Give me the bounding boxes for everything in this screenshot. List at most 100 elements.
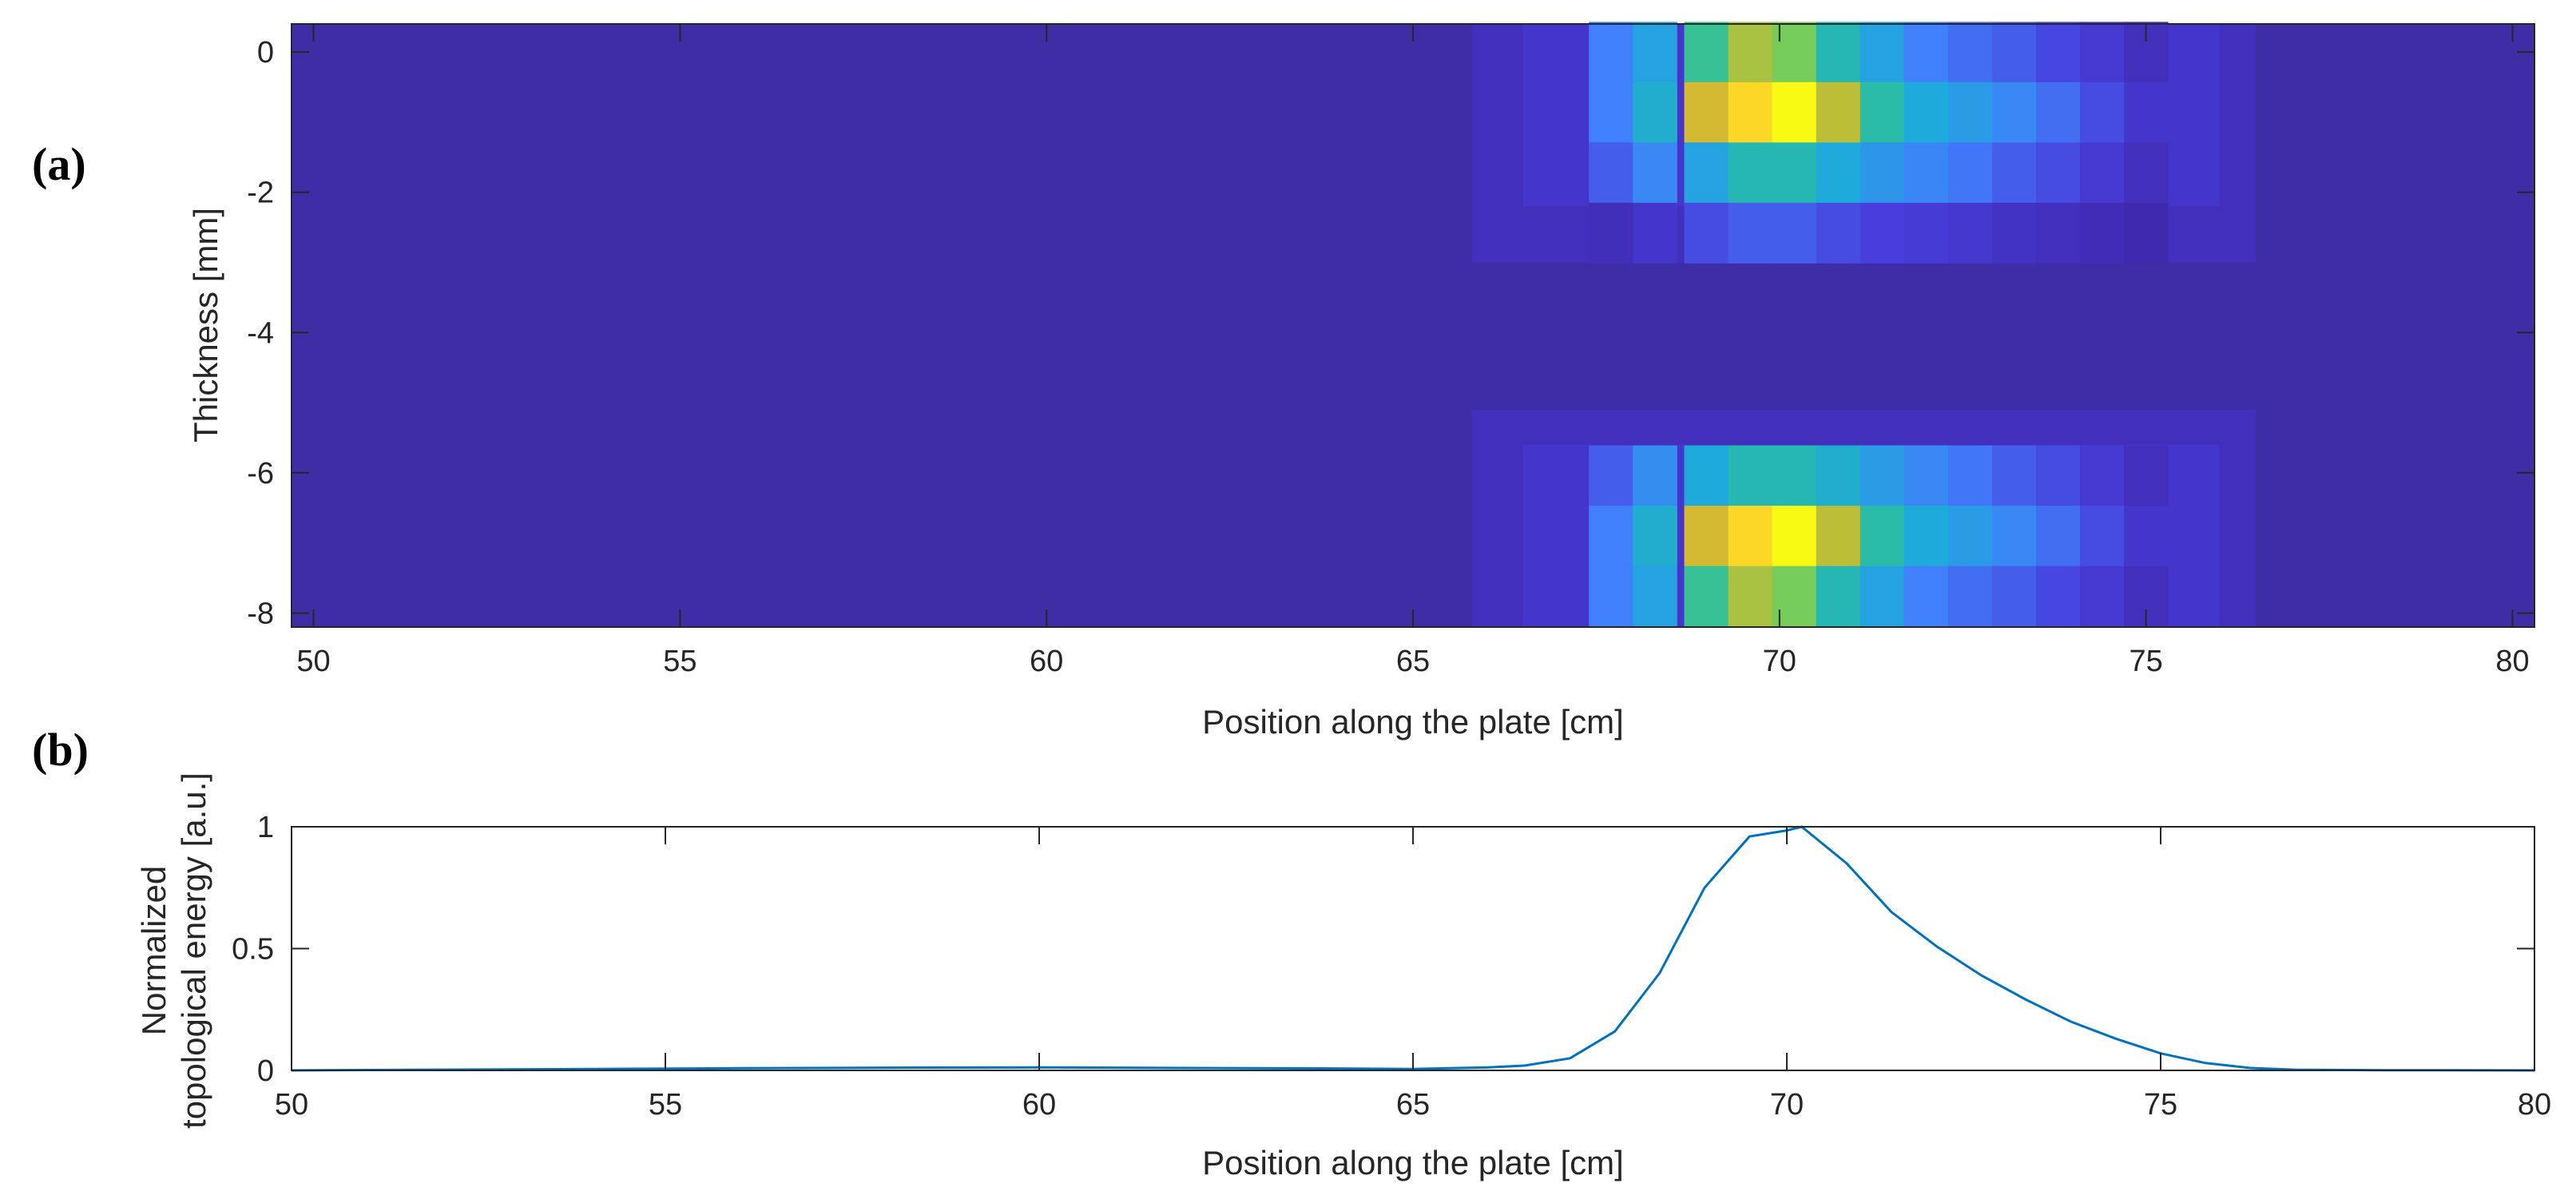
heatmap-cell <box>1772 142 1817 204</box>
heatmap-cell <box>1991 202 2037 264</box>
heatmap-cell <box>2080 142 2125 204</box>
heatmap-x-tick-label: 70 <box>1763 645 1796 678</box>
line-y-tick-label: 0.5 <box>232 933 274 967</box>
heatmap-cell <box>2124 142 2169 204</box>
heatmap-y-tick-label: -6 <box>247 457 274 490</box>
heatmap-cell <box>2124 202 2169 264</box>
line-y-axis-label-line1: Normalized <box>135 866 173 1035</box>
heatmap-cell <box>1947 22 1993 83</box>
heatmap-cell <box>1860 22 1905 83</box>
heatmap-cell <box>1684 81 1729 143</box>
heatmap-x-tick-label: 65 <box>1396 645 1430 678</box>
heatmap-cell <box>1589 142 1633 204</box>
heatmap-cell <box>1589 506 1633 567</box>
heatmap-ticks: 50 55 60 65 70 75 80 0 -2 -4 -6 -8 <box>247 24 2534 678</box>
heatmap-cell <box>1947 506 1993 567</box>
heatmap-cell <box>1633 142 1677 204</box>
heatmap-cell <box>1860 81 1905 143</box>
heatmap-cell <box>1816 81 1861 143</box>
heatmap-cell <box>1633 445 1677 506</box>
heatmap-cell <box>1728 202 1773 264</box>
heatmap-cell <box>1903 142 1949 204</box>
line-y-axis-label-line2: topological energy [a.u.] <box>175 772 212 1129</box>
heatmap-cell <box>1991 22 2037 83</box>
heatmap-cell <box>2036 445 2081 506</box>
heatmap-cell <box>1947 142 1993 204</box>
heatmap-cell <box>1728 566 1773 627</box>
heatmap-cell <box>1991 506 2037 567</box>
line-x-tick-label: 55 <box>649 1088 682 1122</box>
heatmap-x-tick-label: 80 <box>2495 645 2529 678</box>
heatmap-cell <box>1589 566 1633 627</box>
heatmap-cell <box>1816 506 1861 567</box>
heatmap-cell <box>1589 81 1633 143</box>
heatmap-cell <box>1991 445 2037 506</box>
heatmap-cell <box>1903 22 1949 83</box>
heatmap-cell <box>1947 566 1993 627</box>
heatmap-cell <box>2036 22 2081 83</box>
heatmap-cell <box>1728 142 1773 204</box>
heatmap-cell <box>1728 506 1773 567</box>
heatmap-cell <box>1684 202 1729 264</box>
line-x-tick-label: 50 <box>275 1088 308 1122</box>
heatmap-cell <box>1772 445 1817 506</box>
heatmap-cell <box>2080 81 2125 143</box>
heatmap-cell <box>1684 142 1729 204</box>
heatmap-cell <box>1772 202 1817 264</box>
heatmap-x-tick-label: 60 <box>1030 645 1063 678</box>
heatmap-cell <box>1816 22 1861 83</box>
heatmap-y-tick-label: -8 <box>247 597 274 630</box>
heatmap-cell <box>1633 22 1677 83</box>
heatmap-cell <box>1589 202 1633 264</box>
heatmap-cell <box>1633 506 1677 567</box>
heatmap-cell <box>1903 445 1949 506</box>
line-x-axis-label: Position along the plate [cm] <box>1202 1144 1624 1181</box>
heatmap-cell <box>1991 81 2037 143</box>
heatmap-cell <box>1903 566 1949 627</box>
line-x-tick-label: 80 <box>2518 1088 2551 1122</box>
heatmap-cell <box>1589 22 1633 83</box>
heatmap-cell <box>2124 445 2169 506</box>
heatmap-cell <box>2124 506 2169 567</box>
heatmap-cell <box>1947 202 1993 264</box>
heatmap-cell <box>1684 22 1729 83</box>
heatmap-y-axis-label: Thickness [mm] <box>187 208 224 443</box>
panel-label-b: (b) <box>32 724 89 776</box>
heatmap-cell <box>2124 81 2169 143</box>
heatmap-cell <box>1728 81 1773 143</box>
heatmap-cell <box>1816 202 1861 264</box>
heatmap-cell <box>2036 81 2081 143</box>
heatmap-cell <box>1860 506 1905 567</box>
heatmap-cell <box>1860 202 1905 264</box>
heatmap-cell <box>1816 566 1861 627</box>
heatmap-cell <box>2080 22 2125 83</box>
heatmap-y-tick-label: -2 <box>247 177 274 210</box>
heatmap-x-axis-label: Position along the plate [cm] <box>1202 703 1624 740</box>
heatmap-cell <box>1947 445 1993 506</box>
heatmap-cell <box>1860 142 1905 204</box>
heatmap-cell <box>1903 506 1949 567</box>
heatmap-cell <box>2036 506 2081 567</box>
heatmap-panel: 50 55 60 65 70 75 80 0 -2 -4 -6 -8 Position along t… <box>187 22 2535 740</box>
heatmap-cell <box>1684 506 1729 567</box>
line-panel: 50 55 60 65 70 75 80 0 0.5 1 Position along the p… <box>135 772 2551 1181</box>
heatmap-cell <box>2080 445 2125 506</box>
heatmap-y-tick-label: 0 <box>257 36 274 69</box>
line-x-tick-label: 75 <box>2144 1088 2177 1122</box>
heatmap-x-tick-label: 50 <box>296 645 330 678</box>
line-y-tick-label: 1 <box>257 811 274 844</box>
heatmap-cell <box>2036 142 2081 204</box>
heatmap-cell <box>1991 142 2037 204</box>
heatmap-cell <box>1860 445 1905 506</box>
heatmap-cell <box>1684 445 1729 506</box>
heatmap-cell <box>1633 81 1677 143</box>
heatmap-cell <box>1633 202 1677 264</box>
heatmap-cell <box>1772 506 1817 567</box>
heatmap-x-tick-label: 55 <box>663 645 697 678</box>
line-ticks: 50 55 60 65 70 75 80 0 0.5 1 <box>232 811 2551 1122</box>
line-x-tick-label: 70 <box>1770 1088 1804 1122</box>
heatmap-cell <box>2036 566 2081 627</box>
line-x-tick-label: 60 <box>1022 1088 1056 1122</box>
panel-label-a: (a) <box>32 138 86 190</box>
